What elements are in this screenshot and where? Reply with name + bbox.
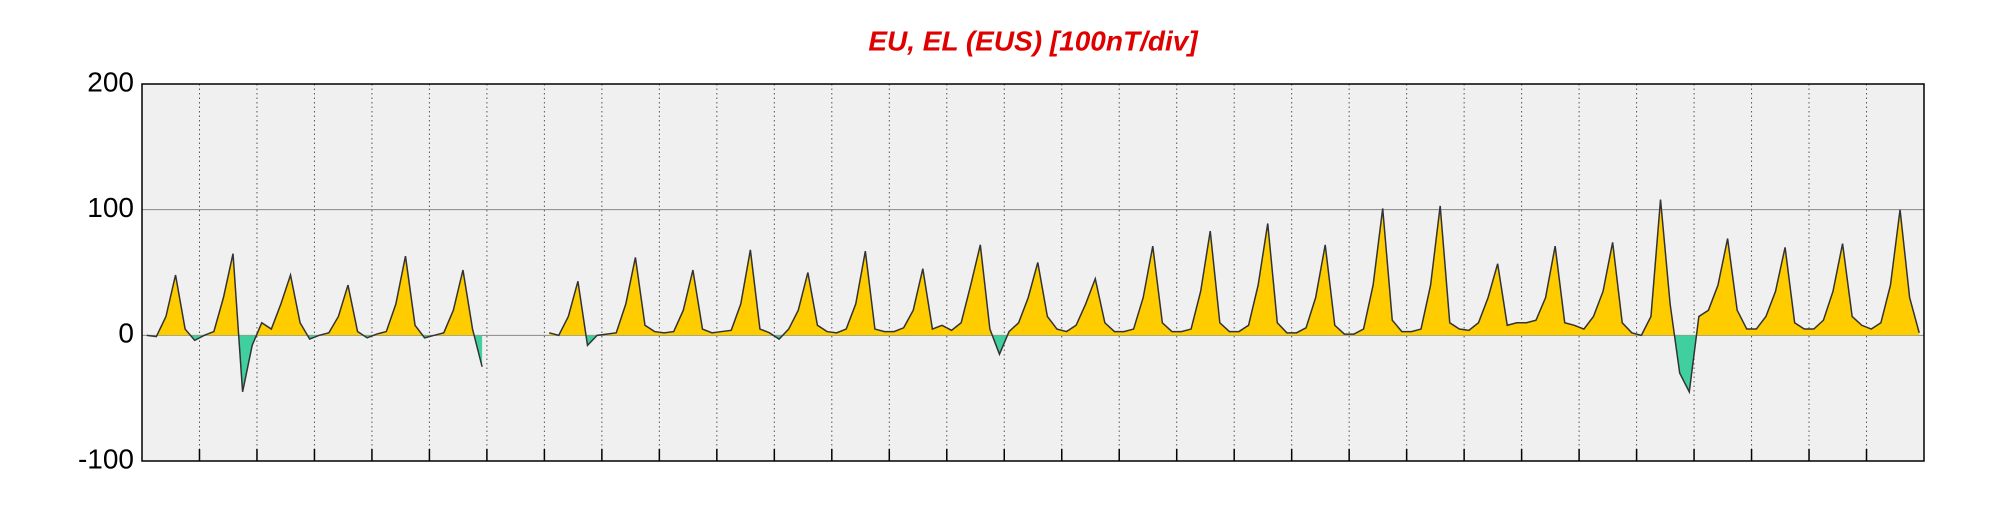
line <box>548 199 1920 395</box>
y-tick-label: 100 <box>87 192 134 223</box>
area-positive <box>549 199 1920 336</box>
plot-frame <box>141 83 1925 462</box>
area-positive <box>146 253 483 336</box>
plot-background <box>142 84 1924 461</box>
chart-title: EU, EL (EUS) [100nT/div] <box>868 25 1199 56</box>
y-tick-label: -100 <box>78 443 134 474</box>
y-tick-label: 200 <box>87 66 134 97</box>
y-tick-label: 0 <box>118 318 134 349</box>
line <box>146 253 483 393</box>
marks <box>146 199 1920 395</box>
